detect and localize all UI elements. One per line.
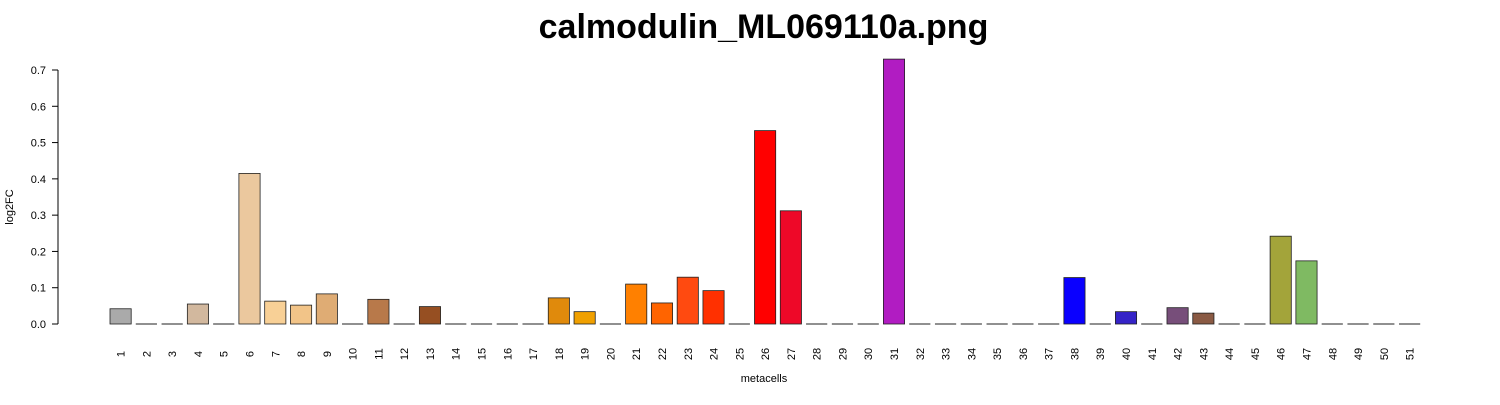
y-tick-label: 0.6 bbox=[31, 101, 46, 113]
x-tick-label: 11 bbox=[373, 348, 385, 359]
bar-18 bbox=[547, 297, 570, 325]
x-tick-label: 31 bbox=[889, 348, 901, 360]
x-tick-label: 41 bbox=[1147, 348, 1159, 360]
x-tick-label: 28 bbox=[812, 348, 824, 360]
x-tick-label: 43 bbox=[1198, 348, 1210, 360]
x-tick-label: 1 bbox=[116, 351, 128, 357]
x-tick-label: 29 bbox=[837, 348, 849, 360]
y-tick-label: 0.0 bbox=[31, 319, 46, 331]
bar-22 bbox=[650, 302, 673, 325]
x-tick-label: 48 bbox=[1327, 348, 1339, 360]
x-tick-label: 3 bbox=[167, 351, 179, 357]
bar-24 bbox=[702, 290, 725, 325]
x-tick-label: 6 bbox=[245, 351, 257, 357]
x-tick-label: 33 bbox=[941, 348, 953, 360]
x-tick-label: 15 bbox=[477, 348, 489, 360]
x-tick-label: 22 bbox=[657, 348, 669, 360]
x-tick-label: 13 bbox=[425, 348, 437, 360]
x-axis-tick-labels: 1 2 3 4 5 6 7 8 9 10 11 12 13 14 15 16 17 18 19 20 21 22 23 24 2… bbox=[116, 348, 1417, 360]
x-tick-label: 49 bbox=[1353, 348, 1365, 360]
y-axis-label: log2FC bbox=[4, 189, 16, 225]
x-tick-label: 30 bbox=[863, 348, 875, 360]
x-tick-label: 50 bbox=[1379, 348, 1391, 360]
y-tick-label: 0.4 bbox=[31, 174, 46, 186]
bar-8 bbox=[290, 304, 313, 325]
bar-19 bbox=[573, 311, 596, 325]
x-tick-label: 26 bbox=[760, 348, 772, 360]
x-tick-label: 7 bbox=[270, 351, 282, 357]
x-tick-label: 19 bbox=[580, 348, 592, 360]
x-tick-label: 20 bbox=[605, 348, 617, 360]
x-tick-label: 27 bbox=[786, 348, 798, 360]
bar-40 bbox=[1115, 311, 1138, 325]
x-tick-label: 35 bbox=[992, 348, 1004, 360]
bar-13 bbox=[418, 306, 441, 325]
x-tick-label: 18 bbox=[554, 348, 566, 360]
x-tick-label: 4 bbox=[193, 351, 205, 357]
y-tick-label: 0.7 bbox=[31, 65, 46, 77]
x-tick-label: 16 bbox=[502, 348, 514, 360]
x-tick-label: 14 bbox=[451, 348, 463, 360]
x-tick-label: 24 bbox=[709, 348, 721, 360]
x-tick-label: 21 bbox=[631, 348, 643, 360]
x-tick-label: 32 bbox=[915, 348, 927, 360]
x-tick-label: 44 bbox=[1224, 348, 1236, 360]
x-tick-label: 12 bbox=[399, 348, 411, 360]
bar-6 bbox=[238, 173, 261, 325]
x-tick-label: 10 bbox=[348, 348, 360, 360]
bar-1 bbox=[109, 308, 132, 325]
x-tick-label: 36 bbox=[1018, 348, 1030, 360]
y-axis: 0.0 0.1 0.2 0.3 0.4 0.5 0.6 0.7 bbox=[31, 65, 59, 331]
x-tick-label: 42 bbox=[1173, 348, 1185, 360]
bar-21 bbox=[625, 283, 648, 325]
x-tick-label: 51 bbox=[1405, 348, 1417, 360]
x-tick-label: 47 bbox=[1301, 348, 1313, 360]
x-tick-label: 9 bbox=[322, 351, 334, 357]
x-tick-label: 8 bbox=[296, 351, 308, 357]
y-tick-label: 0.2 bbox=[31, 246, 46, 258]
x-axis-label: metacells bbox=[741, 373, 788, 385]
chart-title: calmodulin_ML069110a.png bbox=[538, 8, 989, 46]
x-tick-label: 23 bbox=[683, 348, 695, 360]
bar-7 bbox=[264, 300, 287, 325]
bar-43 bbox=[1192, 312, 1215, 325]
x-tick-label: 2 bbox=[141, 351, 153, 357]
x-tick-label: 46 bbox=[1276, 348, 1288, 360]
bar-4 bbox=[186, 303, 209, 325]
bar-46 bbox=[1269, 235, 1292, 325]
bar-9 bbox=[315, 293, 338, 325]
bar-38 bbox=[1063, 277, 1086, 325]
bar-27 bbox=[779, 210, 802, 325]
x-tick-label: 37 bbox=[1044, 348, 1056, 360]
x-tick-label: 25 bbox=[734, 348, 746, 360]
bars bbox=[109, 58, 1421, 325]
bar-42 bbox=[1166, 307, 1189, 325]
bar-26 bbox=[754, 130, 777, 325]
y-tick-label: 0.5 bbox=[31, 138, 46, 150]
x-tick-label: 40 bbox=[1121, 348, 1133, 360]
bar-23 bbox=[676, 276, 699, 325]
x-tick-label: 38 bbox=[1069, 348, 1081, 360]
x-tick-label: 39 bbox=[1095, 348, 1107, 360]
x-tick-label: 34 bbox=[966, 348, 978, 360]
y-tick-label: 0.1 bbox=[31, 283, 46, 295]
bar-31 bbox=[883, 58, 906, 325]
bar-47 bbox=[1295, 260, 1318, 325]
bar-11 bbox=[367, 298, 390, 325]
x-tick-label: 45 bbox=[1250, 348, 1262, 360]
x-tick-label: 17 bbox=[528, 348, 540, 360]
x-tick-label: 5 bbox=[219, 351, 231, 357]
y-tick-label: 0.3 bbox=[31, 210, 46, 222]
